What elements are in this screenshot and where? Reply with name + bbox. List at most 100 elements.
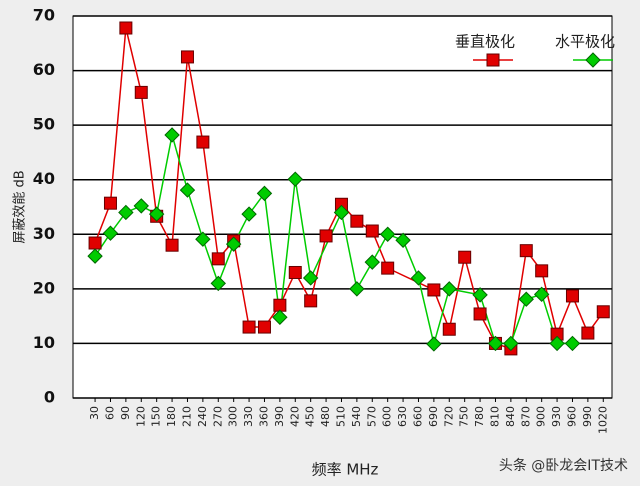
data-point — [381, 261, 395, 275]
data-point — [472, 287, 488, 303]
legend-label: 水平极化 — [555, 33, 615, 51]
x-tick-label: 570 — [365, 406, 378, 427]
y-tick-label: 10 — [33, 333, 55, 352]
data-point — [364, 254, 380, 270]
data-point — [319, 229, 333, 243]
x-tick-label: 510 — [334, 406, 347, 427]
data-point — [180, 50, 194, 64]
data-point — [211, 252, 225, 266]
x-tick-label: 690 — [427, 406, 440, 427]
x-tick-label: 870 — [519, 406, 532, 427]
data-point — [225, 236, 242, 252]
data-point — [349, 281, 365, 297]
y-tick-label: 70 — [33, 6, 55, 25]
data-point — [304, 294, 318, 308]
x-tick-label: 780 — [473, 406, 486, 427]
x-tick-label: 540 — [350, 406, 363, 427]
data-point — [102, 225, 119, 241]
data-point — [458, 250, 472, 264]
watermark: 头条 @卧龙会IT技术 — [499, 457, 628, 474]
data-point — [395, 232, 411, 248]
data-point — [535, 264, 549, 278]
x-tick-label: 90 — [119, 406, 132, 420]
data-point — [519, 244, 533, 258]
data-point — [148, 206, 165, 222]
data-point — [333, 204, 350, 221]
data-point — [257, 320, 271, 334]
y-tick-label: 40 — [33, 169, 55, 188]
data-point — [410, 270, 427, 286]
x-tick-label: 180 — [165, 406, 178, 427]
data-point — [549, 335, 565, 352]
x-tick-label: 450 — [304, 406, 317, 427]
data-point — [379, 226, 396, 242]
data-point — [242, 320, 256, 334]
data-point — [119, 21, 133, 35]
y-tick-label: 60 — [33, 60, 55, 79]
x-tick-label: 300 — [227, 406, 240, 427]
x-tick-label: 120 — [134, 406, 147, 427]
data-point — [533, 286, 550, 303]
y-axis-label: 屏蔽效能 dB — [13, 170, 28, 243]
x-axis-label: 频率 MHz — [312, 461, 379, 479]
data-point — [426, 336, 442, 352]
data-point — [165, 238, 179, 252]
legend-marker — [585, 52, 601, 68]
x-tick-label: 30 — [88, 406, 101, 420]
x-tick-label: 60 — [103, 406, 116, 420]
data-point — [441, 281, 457, 297]
x-tick-label: 240 — [196, 406, 209, 427]
x-tick-label: 600 — [381, 406, 394, 427]
data-point — [103, 196, 117, 210]
x-tick-label: 750 — [458, 406, 471, 427]
x-tick-label: 810 — [488, 406, 501, 427]
legend-marker — [486, 53, 500, 67]
data-point — [272, 309, 288, 325]
x-tick-label: 360 — [257, 406, 270, 427]
data-point — [596, 305, 610, 319]
y-tick-label: 20 — [33, 278, 55, 297]
data-point — [196, 135, 210, 149]
data-point — [256, 185, 273, 202]
x-tick-label: 150 — [150, 406, 163, 427]
data-point — [365, 224, 379, 238]
data-point — [210, 275, 226, 292]
data-point — [164, 127, 180, 143]
x-tick-label: 270 — [211, 406, 224, 427]
x-tick-label: 990 — [581, 406, 594, 427]
data-point — [442, 322, 456, 336]
data-point — [287, 171, 303, 187]
x-tick-label: 900 — [535, 406, 548, 427]
data-point — [518, 291, 534, 307]
x-tick-label: 480 — [319, 406, 332, 427]
data-point — [288, 265, 302, 279]
y-tick-label: 0 — [44, 388, 55, 407]
data-point — [350, 214, 364, 228]
series-line — [94, 27, 604, 350]
x-tick-label: 660 — [411, 406, 424, 427]
x-tick-label: 390 — [273, 406, 286, 427]
data-point — [487, 335, 504, 352]
data-point — [133, 198, 149, 214]
y-tick-label: 50 — [33, 115, 55, 134]
x-tick-label: 210 — [180, 406, 193, 427]
x-tick-label: 420 — [288, 406, 301, 427]
data-point — [581, 326, 595, 340]
x-tick-label: 840 — [504, 406, 517, 427]
data-point — [118, 204, 134, 221]
x-tick-label: 960 — [565, 406, 578, 427]
x-tick-label: 330 — [242, 406, 255, 427]
x-tick-label: 930 — [550, 406, 563, 427]
data-point — [564, 335, 581, 352]
x-tick-label: 720 — [442, 406, 455, 427]
data-point — [503, 335, 519, 352]
legend-label: 垂直极化 — [455, 33, 515, 51]
data-point — [302, 270, 319, 286]
data-point — [195, 231, 211, 247]
data-point — [88, 236, 102, 250]
x-tick-label: 630 — [396, 406, 409, 427]
data-point — [241, 206, 257, 222]
data-point — [87, 248, 103, 264]
data-point — [273, 298, 287, 312]
